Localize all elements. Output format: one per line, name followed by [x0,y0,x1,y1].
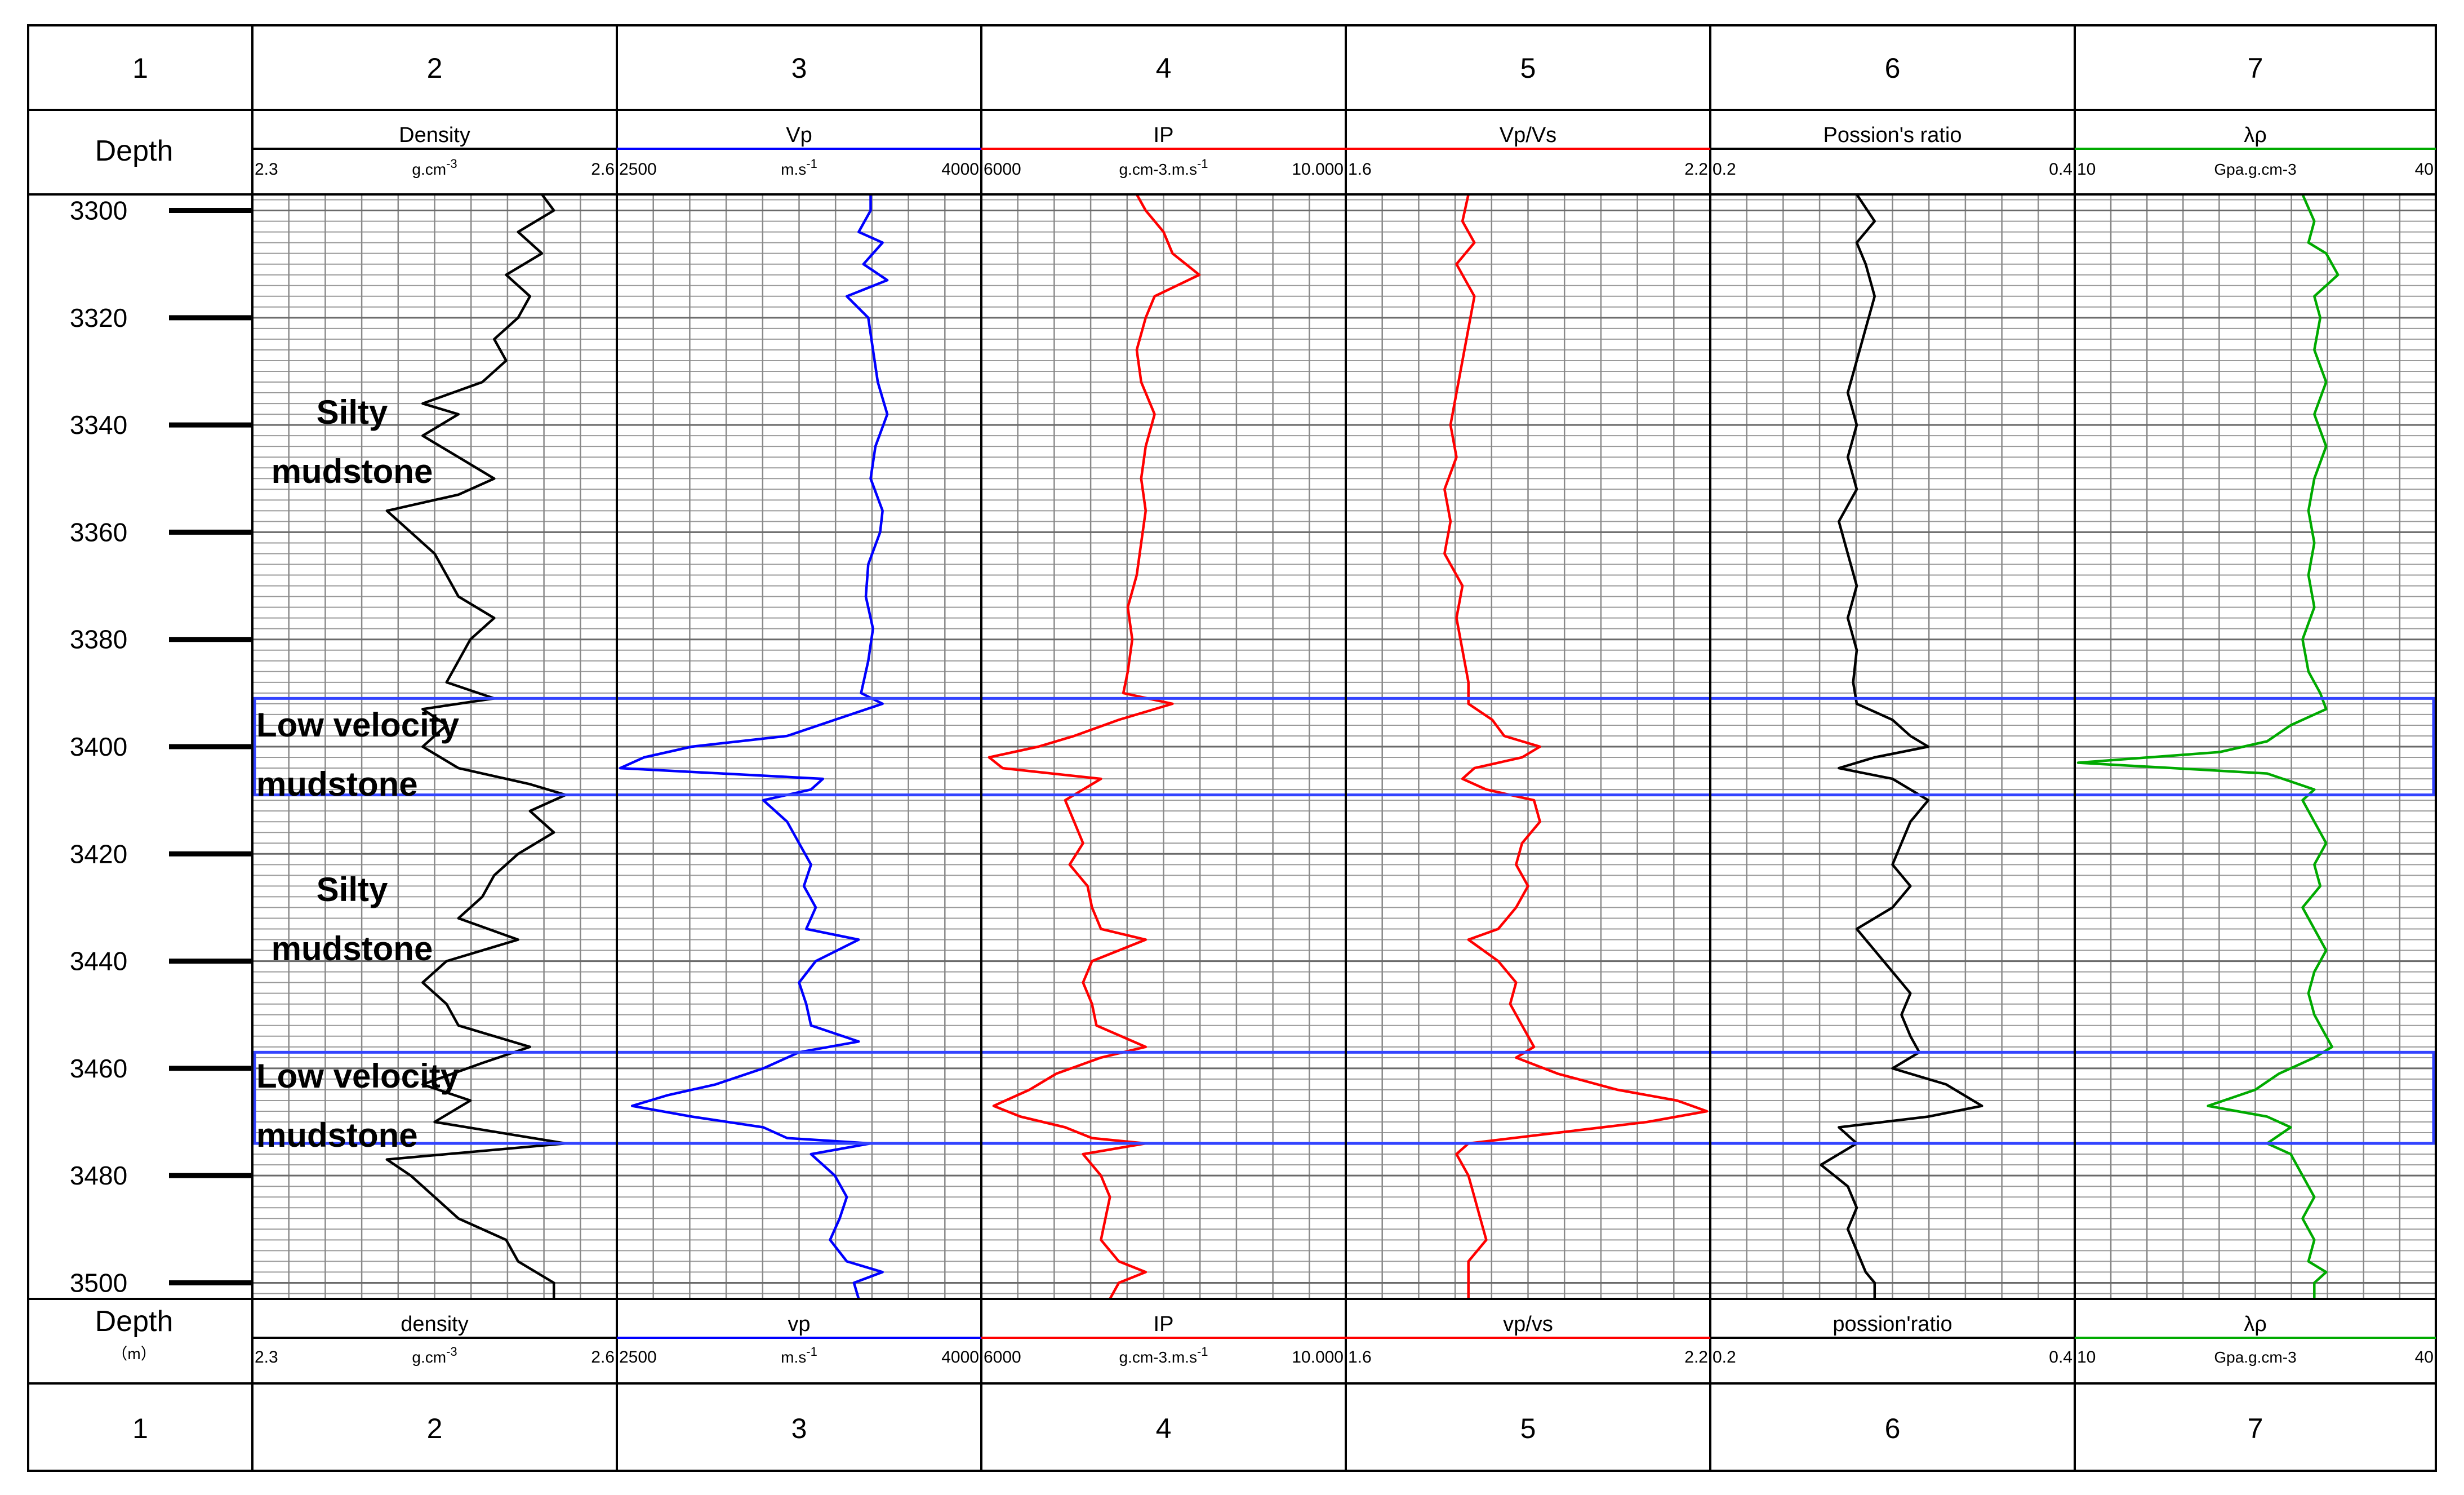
unit-label-bottom: m.s-1 [781,1345,817,1366]
track-name-bottom: IP [1154,1312,1174,1336]
column-number-top: 3 [791,52,807,84]
track-name-top: Possion's ratio [1823,123,1962,147]
depth-tick-label: 3320 [70,303,127,332]
footer-row [27,1382,2437,1472]
lithology-label: mudstone [272,453,433,490]
scale-min-bottom: 2500 [619,1348,657,1367]
column-number-bottom: 4 [1156,1413,1172,1444]
scale-min-top: 6000 [984,160,1021,179]
label-layer: Depth Depth （m） 330033203340336033803400… [70,52,2436,1444]
lithology-label: Low velocity [256,706,460,744]
scale-max-top: 40 [2415,160,2434,179]
track-name-bottom: density [401,1312,468,1336]
lithology-label: mudstone [256,765,418,803]
unit-label-top: m.s-1 [781,157,817,178]
scale-min-top: 10 [2077,160,2096,179]
curve-vpvs [1443,194,1709,1299]
column-number-bottom: 5 [1520,1413,1536,1444]
column-number-top: 1 [132,52,148,84]
scale-max-top: 2.2 [1684,160,1708,179]
depth-tick-label: 3420 [70,839,127,868]
scale-min-bottom: 6000 [984,1348,1021,1367]
track-name-top: Density [399,123,470,147]
curve-pr [1820,193,1983,1299]
track-name-bottom: λρ [2244,1312,2267,1336]
lithology-label: Silty [317,393,388,431]
depth-tick-label: 3360 [70,517,127,547]
grid-layer [169,194,2436,1299]
depth-tick-label: 3460 [70,1054,127,1083]
scale-max-top: 0.4 [2049,160,2072,179]
low-velocity-zone-box [253,1050,2435,1145]
lithology-label: mudstone [256,1116,418,1154]
depth-tick-label: 3440 [70,947,127,976]
depth-tick-label: 3480 [70,1161,127,1190]
scale-min-top: 2500 [619,160,657,179]
low-velocity-zones [253,697,2435,1145]
depth-header-top: Depth [95,135,174,167]
scale-min-top: 2.3 [255,160,278,179]
scale-max-top: 4000 [941,160,979,179]
scale-max-bottom: 40 [2415,1348,2434,1367]
scale-max-bottom: 0.4 [2049,1348,2072,1367]
column-number-bottom: 1 [132,1413,148,1444]
depth-tick-label: 3400 [70,732,127,761]
scale-max-top: 2.6 [591,160,615,179]
scale-min-top: 1.6 [1348,160,1372,179]
scale-max-bottom: 2.2 [1684,1348,1708,1367]
curve-ip [988,193,1201,1300]
scale-max-top: 10.000 [1292,160,1344,179]
unit-label-top: g.cm-3.m.s-1 [1119,157,1208,178]
unit-label-bottom: g.cm-3 [412,1345,457,1366]
column-number-top: 6 [1885,52,1901,84]
scale-min-bottom: 10 [2077,1348,2096,1367]
depth-tick-label: 3380 [70,625,127,654]
track-name-top: IP [1154,123,1174,147]
track-name-bottom: vp [788,1312,810,1336]
track-name-bottom: vp/vs [1503,1312,1553,1336]
depth-header-bottom: Depth [95,1305,174,1338]
unit-label-top: g.cm-3 [412,157,457,178]
column-number-bottom: 3 [791,1413,807,1444]
column-number-bottom: 7 [2248,1413,2263,1444]
depth-tick-label: 3500 [70,1268,127,1297]
track-name-top: Vp [786,123,812,147]
unit-label-top: Gpa.g.cm-3 [2214,161,2296,178]
lithology-label: mudstone [272,930,433,968]
column-number-bottom: 6 [1885,1413,1901,1444]
track-name-top: λρ [2244,123,2267,147]
column-number-top: 4 [1156,52,1172,84]
low-velocity-zone-box [253,697,2435,797]
curve-vp [619,194,889,1299]
unit-label-bottom: Gpa.g.cm-3 [2214,1348,2296,1366]
lithology-label: Low velocity [256,1057,460,1095]
scale-max-bottom: 10.000 [1292,1348,1344,1367]
unit-label-bottom: g.cm-3.m.s-1 [1119,1345,1208,1366]
table-frame [27,24,2437,1472]
scale-max-bottom: 2.6 [591,1348,615,1367]
curve-density [385,193,567,1299]
depth-tick-label: 3300 [70,196,127,225]
depth-tick-label: 3340 [70,410,127,440]
column-number-top: 5 [1520,52,1536,84]
scale-min-top: 0.2 [1713,160,1736,179]
lithology-label: Silty [317,871,388,908]
column-number-top: 2 [427,52,443,84]
scale-min-bottom: 2.3 [255,1348,278,1367]
scale-min-bottom: 0.2 [1713,1348,1736,1367]
column-number-top: 7 [2248,52,2263,84]
depth-unit-bottom: （m） [112,1345,156,1363]
column-number-bottom: 2 [427,1413,443,1444]
scale-min-bottom: 1.6 [1348,1348,1372,1367]
track-name-top: Vp/Vs [1500,123,1556,147]
scale-max-bottom: 4000 [941,1348,979,1367]
track-name-bottom: possion'ratio [1833,1312,1952,1336]
